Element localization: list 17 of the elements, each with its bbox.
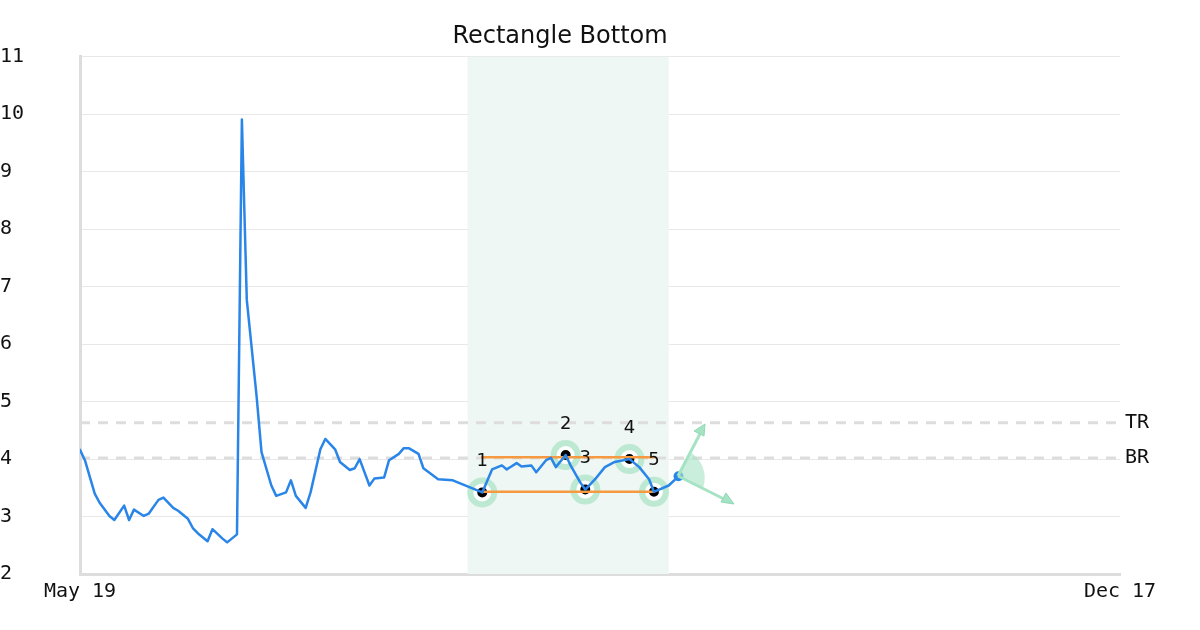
y-tick-label: 9 [0, 157, 13, 182]
y-tick-label: 5 [0, 387, 13, 412]
y-tick-label: 7 [0, 272, 13, 297]
annotation: 4 [623, 415, 636, 437]
ref-line-label: TR [1125, 409, 1151, 434]
y-tick-label: 10 [0, 100, 25, 125]
y-tick-label: 11 [0, 43, 25, 67]
ref-line-label: BR [1125, 444, 1151, 469]
annotation: 2 [559, 411, 572, 433]
y-tick-label: 2 [0, 560, 13, 585]
x-tick-label: May 19 [43, 578, 117, 603]
y-tick-label: 6 [0, 330, 13, 355]
y-tick-label: 8 [0, 215, 13, 240]
y-tick-label: 4 [0, 445, 13, 470]
x-tick-label: Dec 17 [1083, 578, 1157, 603]
chart-title: Rectangle Bottom [452, 20, 668, 49]
y-tick-label: 3 [0, 502, 13, 527]
